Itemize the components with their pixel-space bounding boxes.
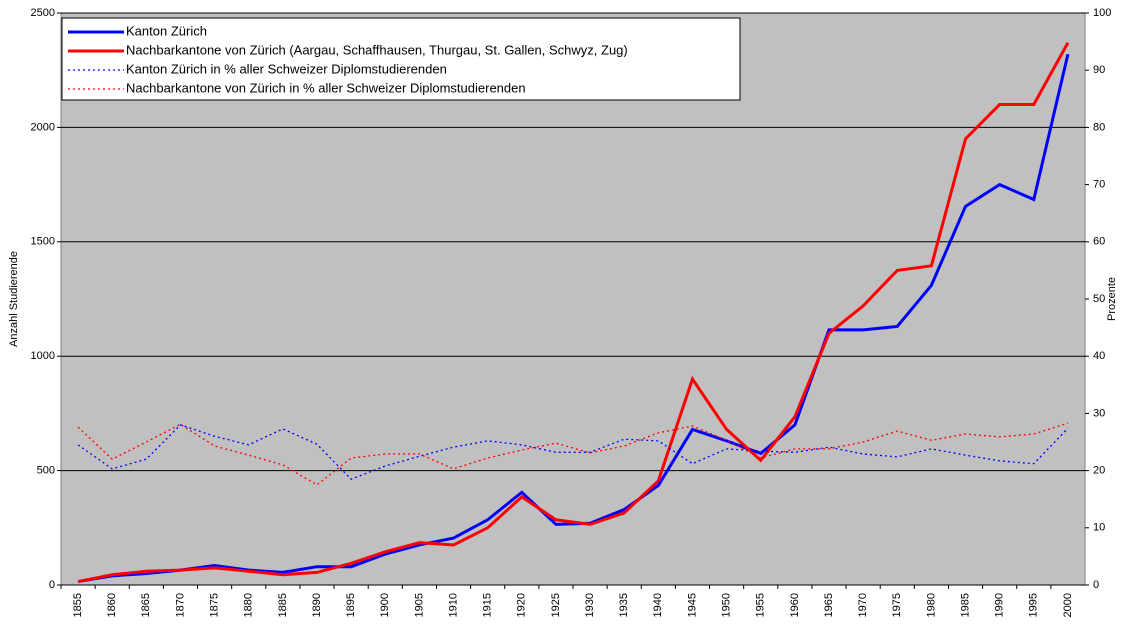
y2-tick-label: 30 — [1093, 407, 1105, 419]
legend-label: Kanton Zürich — [126, 23, 207, 38]
y-tick-label: 1500 — [31, 236, 55, 248]
x-tick-label: 1880 — [243, 593, 255, 617]
x-tick-label: 1860 — [106, 593, 118, 617]
x-tick-label: 1915 — [482, 593, 494, 617]
x-tick-label: 1865 — [140, 593, 152, 617]
x-tick-label: 1930 — [584, 593, 596, 617]
y2-tick-label: 60 — [1093, 236, 1105, 248]
x-tick-label: 2000 — [1062, 593, 1074, 617]
x-tick-label: 1975 — [891, 593, 903, 617]
y2-tick-label: 0 — [1093, 579, 1099, 591]
series-line — [77, 424, 1069, 480]
y-tick-label: 2500 — [31, 7, 55, 19]
x-tick-label: 1960 — [789, 593, 801, 617]
series-line — [77, 422, 1069, 486]
x-tick-label: 1870 — [174, 593, 186, 617]
x-tick-label: 1920 — [516, 593, 528, 617]
y-tick-label: 500 — [37, 465, 55, 477]
x-tick-label: 1940 — [652, 593, 664, 617]
x-tick-label: 1955 — [755, 593, 767, 617]
legend-label: Kanton Zürich in % aller Schweizer Diplo… — [126, 61, 447, 76]
x-tick-label: 1885 — [277, 593, 289, 617]
y2-tick-label: 90 — [1093, 64, 1105, 76]
x-tick-label: 1925 — [550, 593, 562, 617]
y2-tick-label: 80 — [1093, 121, 1105, 133]
x-tick-label: 1890 — [311, 593, 323, 617]
y2-tick-label: 70 — [1093, 179, 1105, 191]
y-tick-label: 2000 — [31, 121, 55, 133]
x-tick-label: 1910 — [447, 593, 459, 617]
x-tick-label: 1900 — [379, 593, 391, 617]
x-tick-label: 1935 — [618, 593, 630, 617]
x-tick-label: 1905 — [413, 593, 425, 617]
x-tick-label: 1875 — [209, 593, 221, 617]
x-tick-label: 1895 — [345, 593, 357, 617]
x-tick-label: 1945 — [686, 593, 698, 617]
y2-axis-label: Prozente — [1106, 277, 1118, 321]
x-tick-label: 1965 — [823, 593, 835, 617]
legend-label: Nachbarkantone von Zürich (Aargau, Schaf… — [126, 42, 628, 57]
y-axis-label: Anzahl Studierende — [8, 251, 20, 347]
y-tick-label: 1000 — [31, 350, 55, 362]
y2-tick-label: 10 — [1093, 522, 1105, 534]
x-tick-label: 1995 — [1028, 593, 1040, 617]
series-line — [77, 42, 1070, 584]
x-tick-label: 1990 — [994, 593, 1006, 617]
y2-tick-label: 40 — [1093, 350, 1105, 362]
y-tick-label: 0 — [49, 579, 55, 591]
x-tick-label: 1980 — [925, 593, 937, 617]
x-tick-label: 1950 — [721, 593, 733, 617]
x-tick-label: 1985 — [959, 593, 971, 617]
plot-area — [60, 12, 1086, 586]
y2-tick-label: 100 — [1093, 7, 1111, 19]
y2-tick-label: 50 — [1093, 293, 1105, 305]
legend-label: Nachbarkantone von Zürich in % aller Sch… — [126, 80, 526, 95]
x-tick-label: 1855 — [72, 593, 84, 617]
legend-box — [61, 17, 741, 101]
x-tick-label: 1970 — [857, 593, 869, 617]
y2-tick-label: 20 — [1093, 465, 1105, 477]
